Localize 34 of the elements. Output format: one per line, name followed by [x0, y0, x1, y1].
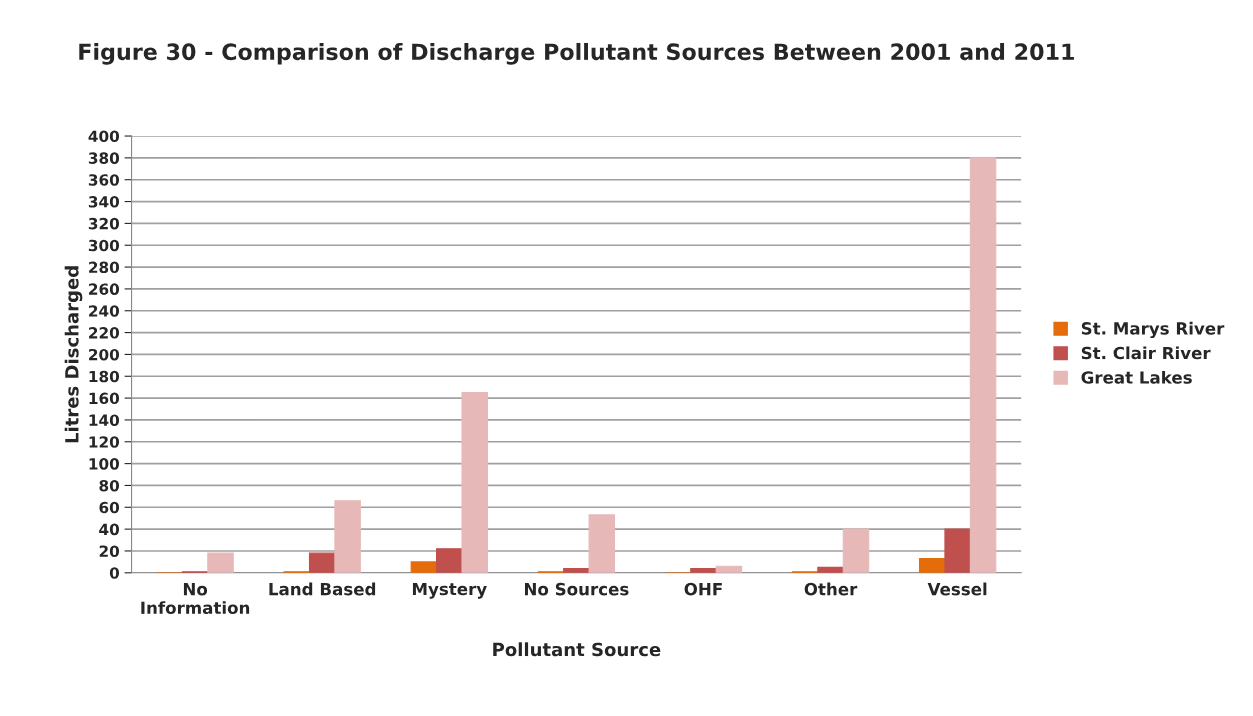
y-tick-label: 0: [109, 567, 120, 579]
y-tick-label: 340: [88, 196, 120, 208]
y-tick-label: 300: [88, 239, 120, 252]
x-tick-label: OHF: [684, 582, 722, 596]
y-tick-label: 200: [89, 348, 120, 361]
y-tick-label: 220: [89, 327, 120, 339]
y-tick-label: 140: [89, 414, 120, 426]
y-tick-label: 320: [88, 217, 120, 230]
y-tick-label: 240: [89, 305, 120, 317]
x-tick-label: No Sources: [524, 582, 629, 596]
y-tick-label: 120: [89, 436, 120, 448]
y-tick-label: 20: [99, 545, 120, 557]
y-tick-label: 80: [99, 479, 120, 492]
y-tick-label: 360: [88, 174, 120, 186]
y-tick-label: 280: [89, 261, 120, 274]
y-tick-label: 60: [99, 501, 120, 514]
y-axis-title: Litres Discharged: [64, 266, 83, 443]
chart-title: Figure 30 - Comparison of Discharge Pollutant Sources Between 2001 and 2011: [79, 42, 1074, 65]
x-tick-label: Mystery: [412, 582, 487, 599]
legend-label: St. Clair River: [1081, 346, 1211, 360]
x-tick-label: Other: [804, 582, 858, 596]
x-tick-label: Land Based: [269, 582, 376, 596]
y-tick-label: 260: [89, 283, 120, 295]
y-tick-label: 160: [89, 392, 120, 405]
x-tick-label: Vessel: [927, 582, 987, 596]
y-tick-label: 40: [99, 523, 120, 536]
legend-label: St. Marys River: [1081, 321, 1225, 339]
y-tick-label: 380: [88, 152, 120, 164]
legend-label: Great Lakes: [1081, 370, 1192, 384]
x-tick-label: No Information: [141, 583, 250, 615]
y-tick-label: 400: [88, 130, 120, 143]
y-tick-label: 180: [89, 370, 120, 383]
y-tick-label: 100: [89, 458, 120, 470]
x-axis-title: Pollutant Source: [493, 642, 661, 657]
